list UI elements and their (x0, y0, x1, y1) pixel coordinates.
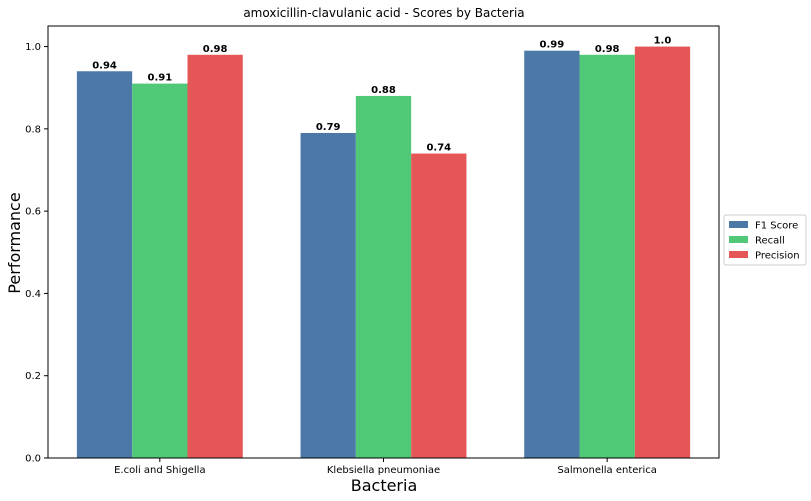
bar-labels-group: 0.94 0.91 0.98 0.79 0.88 0.74 0.99 0.98 1.0 (92, 36, 671, 154)
bar-value-label: 0.74 (426, 143, 451, 154)
bar-precision-0 (187, 54, 243, 459)
legend-label: F1 Score (755, 221, 798, 232)
x-tick-label: E.coli and Shigella (114, 465, 206, 476)
bar-value-label: 0.94 (92, 60, 117, 71)
legend: F1 Score Recall Precision (723, 214, 807, 266)
bar-precision-2 (634, 46, 691, 458)
legend-swatch (729, 221, 748, 228)
bar-recall-0 (132, 83, 188, 458)
y-tick-label: 0.2 (25, 371, 41, 382)
bar-f1-score-1 (300, 132, 356, 458)
y-axis: 0.0 0.2 0.4 0.6 0.8 1.0 (25, 42, 48, 465)
y-axis-label: Performance (5, 192, 24, 293)
bar-value-label: 0.79 (316, 122, 341, 133)
bar-f1-score-0 (76, 71, 133, 458)
bar-precision-1 (411, 153, 467, 459)
bar-value-label: 0.91 (147, 73, 172, 84)
bar-f1-score-2 (524, 50, 580, 458)
bar-value-label: 0.98 (203, 44, 228, 55)
bar-recall-1 (355, 95, 412, 458)
x-tick-label: Salmonella enterica (557, 465, 657, 476)
bar-value-label: 0.88 (371, 85, 396, 96)
legend-swatch (729, 251, 748, 258)
y-tick-label: 0.6 (25, 207, 41, 218)
bar-value-label: 1.0 (654, 36, 672, 47)
y-tick-label: 0.0 (25, 454, 41, 465)
chart-title: amoxicillin-clavulanic acid - Scores by … (243, 6, 524, 20)
y-tick-label: 0.8 (25, 124, 41, 135)
bar-recall-2 (579, 54, 635, 459)
bar-value-label: 0.98 (595, 44, 620, 55)
bar-value-label: 0.99 (540, 40, 565, 51)
y-tick-label: 0.4 (25, 289, 41, 300)
x-axis-label: Bacteria (351, 476, 418, 495)
legend-label: Precision (755, 251, 800, 262)
y-tick-label: 1.0 (25, 42, 41, 53)
bars-group (76, 46, 691, 459)
legend-label: Recall (755, 236, 785, 247)
x-axis: E.coli and Shigella Klebsiella pneumoniae… (114, 458, 657, 476)
x-tick-label: Klebsiella pneumoniae (327, 465, 440, 476)
legend-swatch (729, 236, 748, 243)
